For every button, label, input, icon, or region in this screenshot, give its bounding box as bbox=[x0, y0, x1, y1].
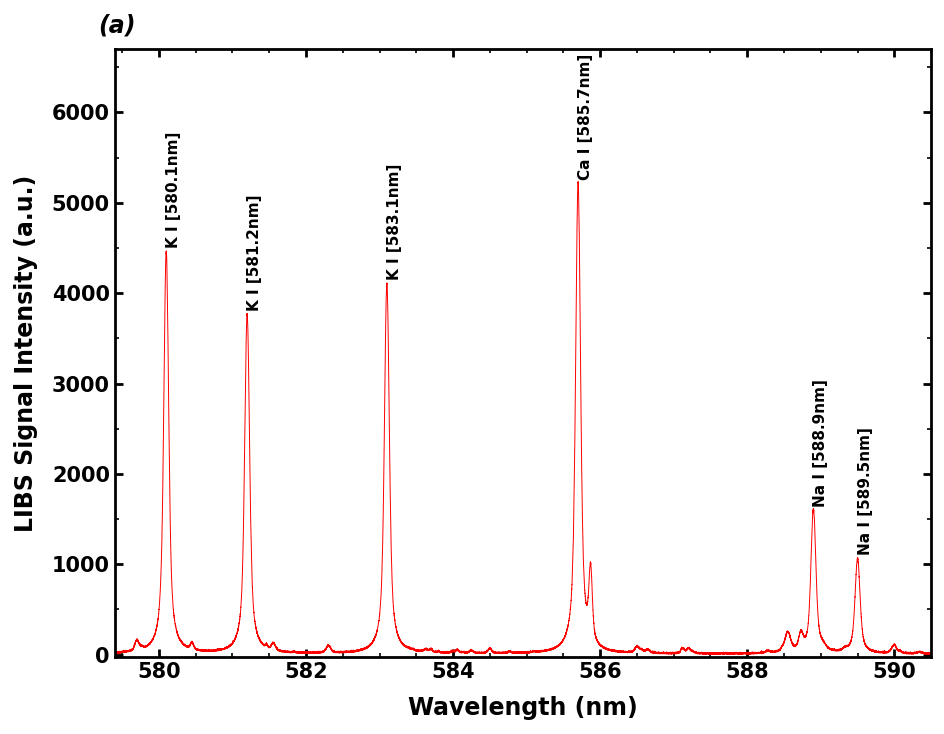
Text: Na I [589.5nm]: Na I [589.5nm] bbox=[856, 427, 871, 555]
Text: Ca I [585.7nm]: Ca I [585.7nm] bbox=[578, 54, 593, 181]
Y-axis label: LIBS Signal Intensity (a.u.): LIBS Signal Intensity (a.u.) bbox=[14, 175, 38, 532]
Text: K I [581.2nm]: K I [581.2nm] bbox=[247, 195, 261, 311]
X-axis label: Wavelength (nm): Wavelength (nm) bbox=[408, 696, 637, 720]
Text: K I [580.1nm]: K I [580.1nm] bbox=[166, 131, 181, 248]
Text: (a): (a) bbox=[98, 13, 136, 37]
Text: Na I [588.9nm]: Na I [588.9nm] bbox=[813, 379, 828, 507]
Text: K I [583.1nm]: K I [583.1nm] bbox=[386, 163, 401, 280]
